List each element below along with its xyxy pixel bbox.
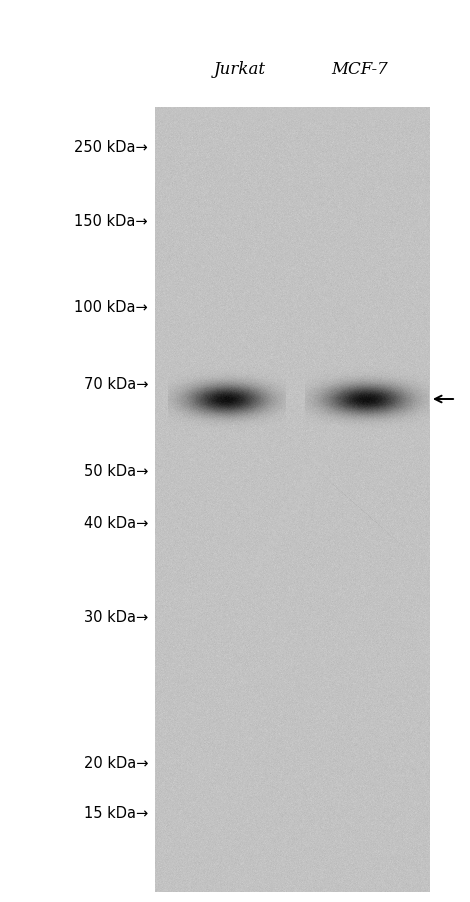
Text: 20 kDa→: 20 kDa→ bbox=[84, 756, 148, 770]
Text: 30 kDa→: 30 kDa→ bbox=[84, 610, 148, 625]
Text: 40 kDa→: 40 kDa→ bbox=[84, 516, 148, 531]
Text: MCF-7: MCF-7 bbox=[332, 61, 388, 78]
Text: 150 kDa→: 150 kDa→ bbox=[74, 215, 148, 229]
Text: Jurkat: Jurkat bbox=[214, 61, 266, 78]
Text: 50 kDa→: 50 kDa→ bbox=[84, 464, 148, 479]
Text: 100 kDa→: 100 kDa→ bbox=[74, 300, 148, 315]
Text: 70 kDa→: 70 kDa→ bbox=[84, 377, 148, 392]
Text: www.ptgae.com: www.ptgae.com bbox=[242, 418, 348, 582]
Text: 15 kDa→: 15 kDa→ bbox=[84, 805, 148, 821]
Text: 250 kDa→: 250 kDa→ bbox=[74, 141, 148, 155]
